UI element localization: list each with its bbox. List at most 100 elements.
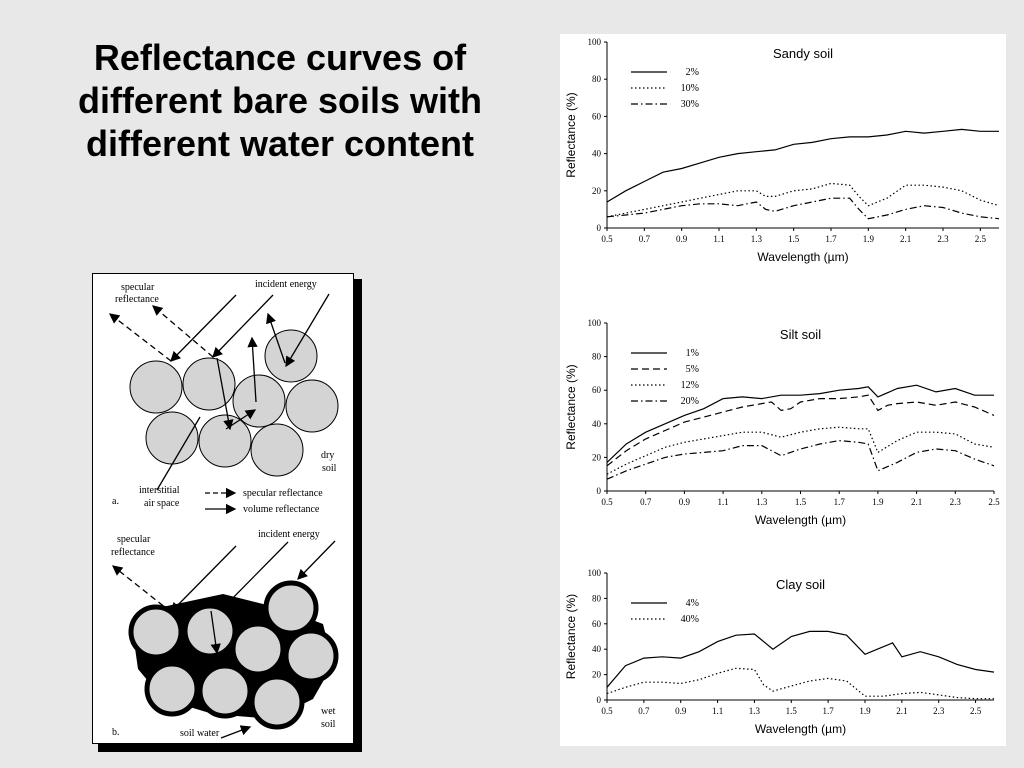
panel-b-label: b.: [112, 727, 120, 738]
x-tick-label: 2.1: [900, 234, 911, 244]
y-tick-label: 40: [592, 644, 602, 654]
x-tick-label: 0.9: [676, 234, 688, 244]
wet-particle: [249, 674, 305, 730]
chart-title: Sandy soil: [773, 46, 833, 61]
x-tick-label: 1.7: [825, 234, 837, 244]
soil-diagram-svg: specular reflectance incident energy dry…: [108, 279, 339, 739]
x-tick-label: 2.3: [937, 234, 949, 244]
x-tick-label: 0.5: [601, 706, 613, 716]
wet-incident-label: incident energy: [258, 529, 320, 540]
x-tick-label: 0.9: [675, 706, 687, 716]
y-tick-label: 80: [592, 74, 602, 84]
x-tick-label: 1.3: [756, 497, 768, 507]
legend-label: 1%: [686, 348, 699, 359]
x-tick-label: 1.7: [823, 706, 835, 716]
x-axis-label: Wavelength (µm): [755, 513, 846, 527]
wet-particle: [144, 661, 200, 717]
x-tick-label: 1.5: [795, 497, 807, 507]
legend-label: 20%: [681, 396, 699, 407]
chart-panel: 0 20 40 60 80 100 0.5 0.7 0.9 1.1 1.3 1.5 1.7 1.9 2.1 2…: [560, 34, 1006, 746]
slide-title: Reflectance curves of different bare soi…: [20, 36, 540, 165]
x-tick-label: 0.9: [679, 497, 691, 507]
series-line-40%: [606, 667, 994, 700]
y-tick-label: 60: [592, 385, 602, 395]
x-axis-label: Wavelength (µm): [757, 250, 848, 264]
wet-soil-label-1: wet: [321, 706, 336, 717]
x-tick-label: 1.7: [834, 497, 846, 507]
wet-particle: [283, 628, 339, 684]
wet-particle: [182, 603, 238, 659]
y-tick-label: 20: [592, 670, 602, 680]
dry-particle: [285, 379, 339, 433]
y-tick-label: 80: [592, 352, 602, 362]
y-tick-label: 60: [592, 619, 602, 629]
y-tick-label: 20: [592, 452, 602, 462]
y-axis-label: Reflectance (%): [564, 594, 578, 679]
x-tick-label: 0.5: [601, 234, 613, 244]
x-tick-label: 0.7: [638, 706, 650, 716]
x-tick-label: 2.3: [950, 497, 962, 507]
x-tick-label: 2.5: [975, 234, 987, 244]
dry-particle: [145, 411, 199, 465]
dry-soil-particles: [129, 329, 339, 477]
dry-particle: [182, 357, 236, 411]
x-tick-label: 1.9: [859, 706, 871, 716]
wet-specular-label-2: reflectance: [111, 547, 155, 558]
y-axis-label: Reflectance (%): [564, 92, 578, 177]
legend-label: 10%: [681, 83, 699, 94]
dry-soil-label-2: soil: [322, 463, 337, 474]
y-tick-label: 100: [588, 37, 602, 47]
x-tick-label: 1.3: [751, 234, 763, 244]
x-tick-label: 2.5: [970, 706, 982, 716]
series-line-2%: [606, 128, 999, 203]
dry-specular-label-2: reflectance: [115, 294, 159, 305]
panel-a-label: a.: [112, 496, 119, 507]
wet-soil-arrows: [111, 540, 336, 739]
y-tick-label: 40: [592, 149, 602, 159]
x-tick-label: 1.5: [786, 706, 798, 716]
legend-label: 30%: [681, 99, 699, 110]
title-line-1: Reflectance curves of: [93, 37, 467, 78]
dry-particle: [129, 360, 183, 414]
y-tick-label: 20: [592, 186, 602, 196]
title-line-2: different bare soils with: [77, 80, 483, 121]
legend-label: 40%: [681, 614, 699, 625]
x-tick-label: 0.7: [639, 234, 651, 244]
series-line-20%: [606, 439, 995, 480]
title-line-3: different water content: [85, 123, 475, 164]
y-tick-label: 100: [588, 568, 602, 578]
dry-specular-label-1: specular: [121, 282, 155, 293]
legend-label: 2%: [686, 67, 699, 78]
legend-label: 4%: [686, 598, 699, 609]
wet-particle: [230, 621, 286, 677]
x-axis-label: Wavelength (µm): [755, 722, 846, 736]
x-tick-label: 1.1: [713, 234, 724, 244]
x-tick-label: 1.5: [788, 234, 800, 244]
dry-particle: [198, 414, 252, 468]
series-line-1%: [606, 384, 994, 463]
y-tick-label: 40: [592, 419, 602, 429]
x-tick-label: 0.7: [640, 497, 652, 507]
charts-svg: 0 20 40 60 80 100 0.5 0.7 0.9 1.1 1.3 1.5 1.7 1.9 2.1 2…: [564, 37, 1000, 736]
y-tick-label: 60: [592, 111, 602, 121]
x-tick-label: 0.5: [601, 497, 613, 507]
y-tick-label: 80: [592, 593, 602, 603]
wet-soil-particles: [128, 580, 339, 730]
dry-soil-label-1: dry: [321, 450, 334, 461]
series-line-12%: [606, 426, 995, 475]
dry-particle: [250, 423, 304, 477]
series-line-4%: [606, 630, 995, 688]
air-space-label-1: interstitial: [139, 485, 180, 496]
legend-volume-label: volume reflectance: [243, 504, 320, 515]
x-tick-label: 2.5: [988, 497, 1000, 507]
wet-specular-label-1: specular: [117, 534, 151, 545]
x-tick-label: 2.3: [933, 706, 945, 716]
x-tick-label: 2.1: [911, 497, 922, 507]
y-tick-label: 0: [597, 486, 602, 496]
wet-soil-labels: specular reflectance incident energy wet…: [111, 529, 336, 739]
chart-1: 0 20 40 60 80 100 0.5 0.7 0.9 1.1 1.3 1.5 1.7 1.9 2.1 2…: [564, 318, 1000, 527]
chart-title: Clay soil: [776, 577, 825, 592]
legend-label: 12%: [681, 380, 699, 391]
x-tick-label: 1.9: [863, 234, 875, 244]
x-tick-label: 1.3: [749, 706, 761, 716]
